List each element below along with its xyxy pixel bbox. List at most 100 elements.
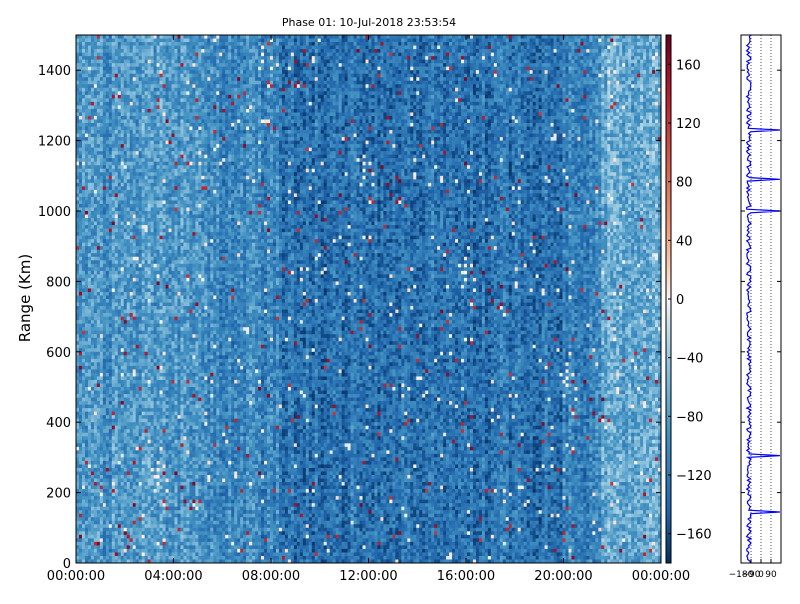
heatmap-cell [79,507,82,511]
heatmap-cell [100,299,103,303]
heatmap-cell [142,426,145,430]
heatmap-cell [91,479,94,483]
heatmap-cell [139,130,142,134]
heatmap-cell [133,380,136,384]
heatmap-cell [163,77,166,81]
heatmap-cell [106,116,109,120]
heatmap-cell [118,538,121,542]
heatmap-cell [109,549,112,553]
heatmap-cell [133,253,136,257]
heatmap-cell [100,415,103,419]
heatmap-cell [82,112,85,116]
heatmap-cell [103,521,106,525]
heatmap-cell [133,468,136,472]
heatmap-cell [151,169,154,173]
heatmap-cell [130,443,133,447]
heatmap-cell [136,39,139,43]
heatmap-cell [124,169,127,173]
heatmap-cell [121,433,124,437]
heatmap-cell [82,49,85,53]
heatmap-cell [163,116,166,120]
heatmap-cell [160,310,163,314]
heatmap-cell [88,471,91,475]
heatmap-cell [115,112,118,116]
heatmap-cell [160,105,163,109]
heatmap-cell [163,88,166,92]
heatmap-cell [79,454,82,458]
heatmap-cell [142,500,145,504]
heatmap-cell [121,165,124,169]
heatmap-cell [160,535,163,539]
heatmap-cell [142,355,145,359]
heatmap-cell [79,243,82,247]
heatmap-cell [79,517,82,521]
heatmap-cell [130,464,133,468]
heatmap-cell [115,549,118,553]
heatmap-cell [118,433,121,437]
heatmap-cell [94,401,97,405]
heatmap-cell [97,222,100,226]
heatmap-cell [109,362,112,366]
heatmap-cell [166,454,169,458]
heatmap-cell [148,475,151,479]
heatmap-cell [106,281,109,285]
heatmap-cell [151,468,154,472]
heatmap-cell [97,236,100,240]
heatmap-cell [103,207,106,211]
heatmap-cell [112,112,115,116]
heatmap-cell [172,464,175,468]
heatmap-cell [79,183,82,187]
heatmap-cell [82,538,85,542]
heatmap-cell [88,274,91,278]
heatmap-cell [118,144,121,148]
heatmap-cell [103,144,106,148]
heatmap-cell [115,313,118,317]
heatmap-cell [112,556,115,560]
heatmap-cell [97,292,100,296]
heatmap-cell [139,183,142,187]
heatmap-cell [166,443,169,447]
heatmap-cell [103,468,106,472]
heatmap-cell [151,426,154,430]
heatmap-cell [166,292,169,296]
heatmap-cell [118,211,121,215]
heatmap-cell [79,105,82,109]
heatmap-cell [121,408,124,412]
heatmap-cell [85,355,88,359]
heatmap-cell [160,264,163,268]
heatmap-cell [118,127,121,131]
heatmap-cell [100,338,103,342]
heatmap-cell [79,450,82,454]
heatmap-cell [109,521,112,525]
heatmap-cell [142,91,145,95]
heatmap-cell [106,369,109,373]
heatmap-cell [142,123,145,127]
heatmap-cell [100,193,103,197]
heatmap-cell [133,134,136,138]
heatmap-cell [121,486,124,490]
heatmap-cell [154,285,157,289]
heatmap-cell [115,172,118,176]
heatmap-cell [94,105,97,109]
heatmap-cell [124,281,127,285]
heatmap-cell [118,141,121,145]
heatmap-cell [88,482,91,486]
heatmap-cell [94,362,97,366]
heatmap-cell [106,443,109,447]
heatmap-cell [100,162,103,166]
heatmap-cell [166,493,169,497]
heatmap-cell [148,436,151,440]
heatmap-cell [133,422,136,426]
heatmap-cell [79,179,82,183]
heatmap-cell [103,292,106,296]
heatmap-cell [157,552,160,556]
heatmap-cell [106,387,109,391]
heatmap-cell [97,429,100,433]
heatmap-cell [145,229,148,233]
heatmap-cell [169,292,172,296]
heatmap-cell [106,112,109,116]
heatmap-cell [133,549,136,553]
heatmap-cell [142,405,145,409]
heatmap-cell [82,271,85,275]
heatmap-cell [82,211,85,215]
